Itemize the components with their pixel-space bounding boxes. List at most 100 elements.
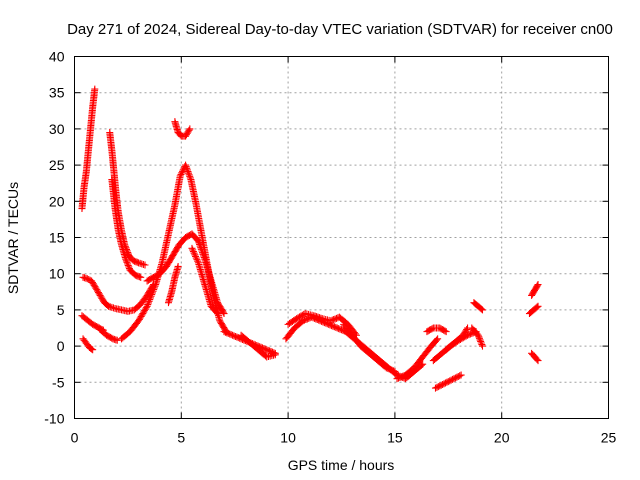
- series-arc-s: [429, 328, 480, 365]
- data-point: [97, 293, 105, 301]
- data-point: [442, 328, 450, 336]
- data-point: [183, 164, 191, 172]
- series-arc-w: [470, 299, 486, 314]
- data-point: [138, 311, 146, 319]
- data-point: [141, 305, 149, 313]
- tick-labels: 0 5 10 15 20 25 -10 -5 0 5 10 15 20 25 30 35 40: [44, 49, 616, 446]
- data-point: [183, 166, 191, 174]
- series-arc-f: [96, 325, 121, 344]
- data-point: [533, 303, 541, 311]
- data-point: [219, 308, 227, 316]
- data-point: [463, 325, 471, 333]
- data-point: [94, 287, 102, 295]
- series-arc-r: [423, 324, 450, 336]
- series-arc-x: [528, 281, 542, 299]
- x-axis-label: GPS time / hours: [288, 457, 395, 473]
- x-tick-label: 20: [494, 430, 510, 446]
- data-point: [145, 297, 153, 305]
- y-tick-label: 5: [57, 302, 65, 318]
- data-point: [534, 302, 542, 310]
- data-point: [184, 168, 192, 176]
- data-point: [96, 291, 104, 299]
- data-point: [99, 296, 107, 304]
- data-point: [533, 355, 541, 363]
- data-point: [196, 242, 204, 250]
- x-tick-label: 25: [601, 430, 617, 446]
- data-point: [182, 131, 190, 139]
- data-point: [391, 367, 399, 375]
- data-point: [92, 284, 100, 292]
- data-point: [475, 333, 483, 341]
- data-point: [189, 248, 197, 256]
- data-point: [478, 342, 486, 350]
- data-point: [150, 284, 158, 292]
- data-point: [148, 291, 156, 299]
- series-arc-h: [143, 230, 228, 318]
- data-point: [197, 245, 205, 253]
- data-point: [428, 325, 436, 333]
- data-point: [534, 357, 542, 365]
- data-point: [144, 299, 152, 307]
- data-point: [151, 282, 159, 290]
- data-point: [433, 336, 441, 344]
- data-point: [137, 273, 145, 281]
- data-point: [189, 246, 197, 254]
- data-point: [125, 263, 133, 271]
- data-point: [474, 331, 482, 339]
- data-point: [478, 341, 486, 349]
- data-point: [456, 372, 464, 380]
- y-tick-label: 40: [49, 49, 65, 65]
- series-arc-q: [393, 335, 442, 383]
- data-point: [459, 331, 467, 339]
- data-point: [149, 287, 157, 295]
- data-point: [185, 169, 193, 177]
- data-point: [534, 281, 542, 289]
- data-point: [389, 367, 397, 375]
- data-point: [199, 250, 207, 258]
- x-tick-label: 0: [71, 430, 79, 446]
- y-tick-label: 25: [49, 157, 65, 173]
- data-point: [88, 345, 96, 353]
- data-point: [191, 251, 199, 259]
- series-arc-p: [340, 320, 399, 375]
- grid: [74, 56, 609, 419]
- plot-frame: [74, 56, 609, 419]
- y-tick-label: -10: [44, 411, 64, 427]
- data-point: [190, 249, 198, 257]
- data-point: [113, 336, 121, 344]
- data-point: [148, 289, 156, 297]
- series-arc-v: [468, 324, 486, 350]
- data-point: [143, 302, 151, 310]
- data-point: [146, 294, 154, 302]
- data-point: [88, 277, 96, 285]
- data-point: [434, 335, 442, 343]
- data-point: [135, 317, 143, 325]
- series-arc-d: [79, 273, 113, 310]
- data-point: [461, 328, 469, 336]
- data-point: [192, 254, 200, 262]
- data-point: [93, 286, 101, 294]
- data-point: [220, 310, 228, 318]
- data-point: [194, 257, 202, 265]
- data-point: [196, 240, 204, 248]
- chart-title: Day 271 of 2024, Sidereal Day-to-day VTE…: [67, 21, 613, 38]
- y-tick-label: -5: [52, 374, 65, 390]
- data-point: [147, 292, 155, 300]
- data-point: [88, 278, 96, 286]
- data-point: [141, 307, 149, 315]
- series-arc-y: [525, 302, 542, 318]
- data-point: [122, 257, 130, 265]
- y-tick-label: 30: [49, 121, 65, 137]
- data-point: [186, 174, 194, 182]
- data-point: [477, 339, 485, 347]
- data-point: [135, 315, 143, 323]
- data-point: [462, 327, 470, 335]
- series-arc-j: [171, 118, 194, 140]
- data-point: [477, 337, 485, 345]
- series-arc-k: [188, 244, 222, 318]
- data-point: [214, 310, 222, 318]
- data-point: [174, 262, 182, 270]
- data-point: [193, 256, 201, 264]
- data-point: [150, 286, 158, 294]
